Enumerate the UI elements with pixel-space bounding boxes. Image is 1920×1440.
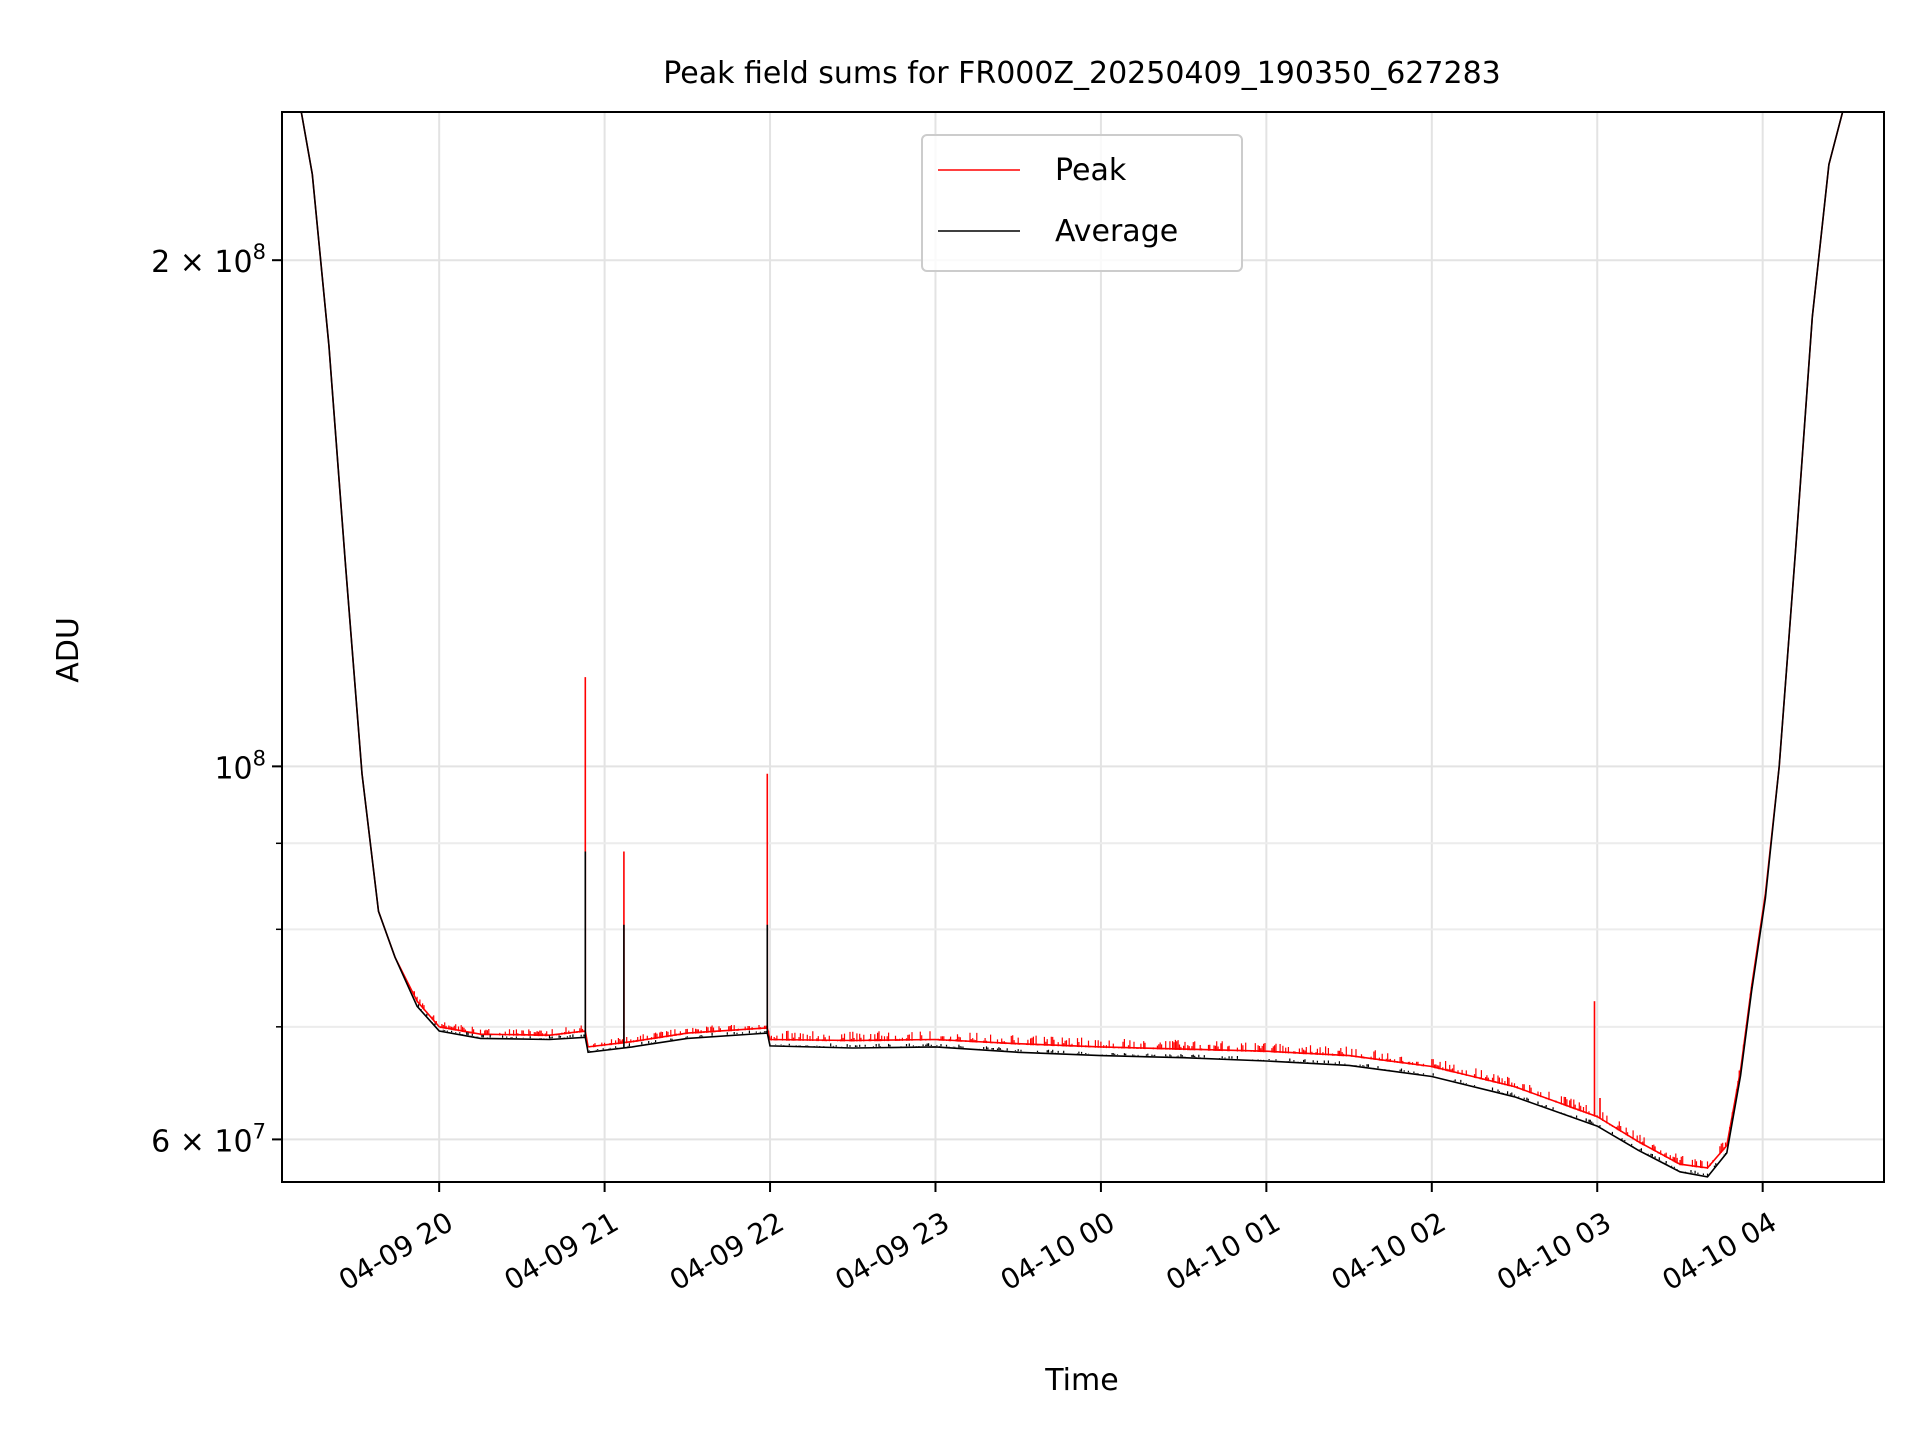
plot-frame — [281, 111, 1885, 1183]
chart-title: Peak field sums for FR000Z_20250409_1903… — [663, 56, 1501, 91]
y-axis: 2 × 108 108 6 × 107 — [151, 240, 282, 1159]
legend-label-peak: Peak — [1055, 153, 1127, 188]
x-axis-label: Time — [1044, 1363, 1118, 1398]
y-axis-label: ADU — [51, 617, 86, 683]
y-tick-label: 108 — [214, 746, 266, 786]
legend-label-average: Average — [1055, 214, 1178, 249]
y-tick-label: 2 × 108 — [151, 240, 266, 280]
legend: Peak Average — [921, 134, 1243, 272]
y-tick-label: 6 × 107 — [151, 1119, 266, 1159]
series-line-average — [282, 112, 1884, 1178]
series-layer — [282, 112, 1884, 1178]
legend-box — [921, 134, 1243, 272]
series-average — [282, 112, 1884, 1178]
